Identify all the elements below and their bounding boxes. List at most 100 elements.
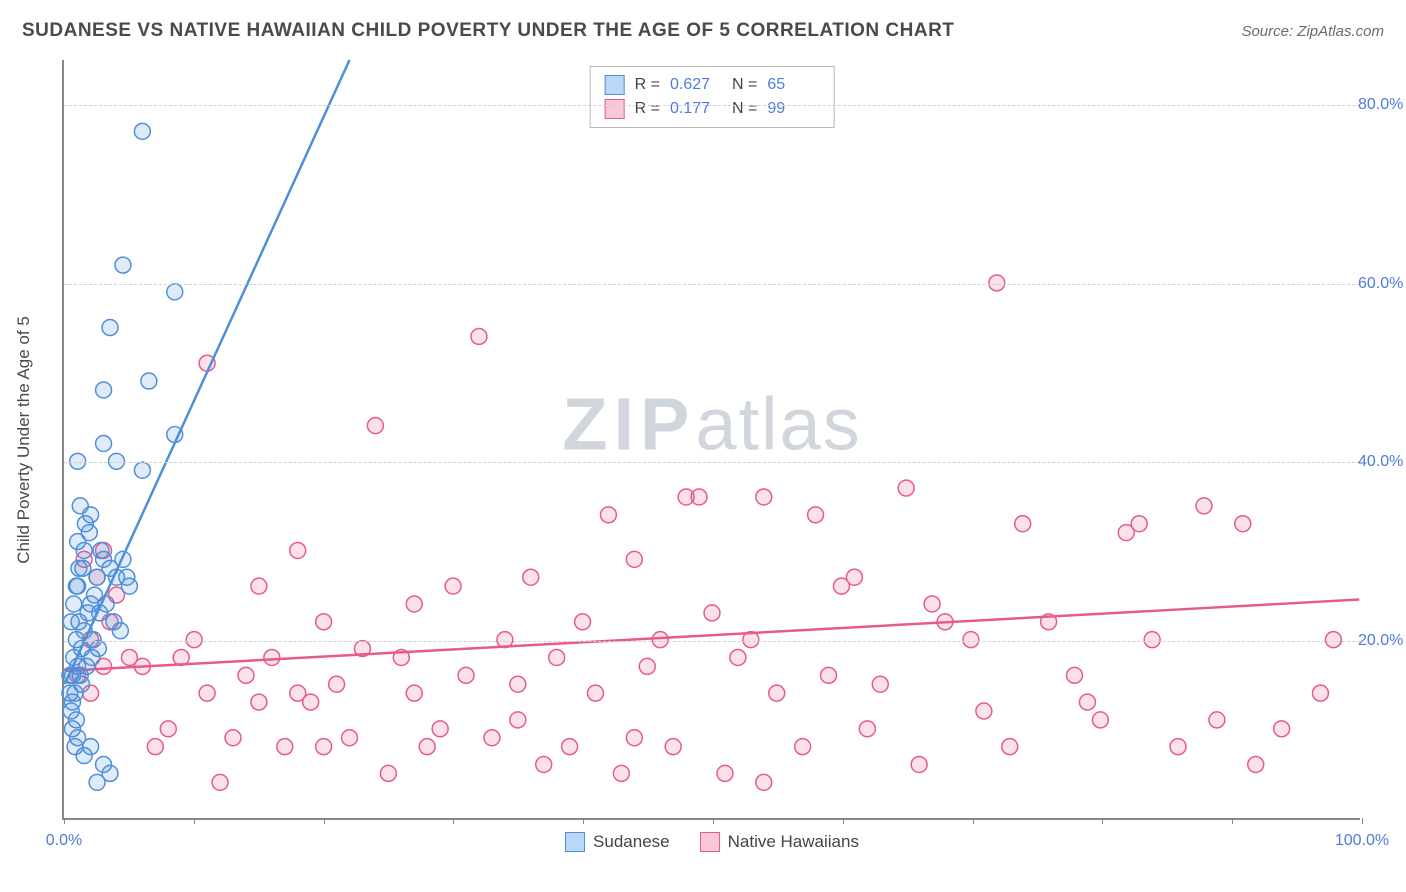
data-point [652,632,668,648]
trend-line [65,60,350,684]
data-point [115,257,131,273]
data-point [134,462,150,478]
data-point [329,676,345,692]
data-point [71,560,87,576]
data-point [251,694,267,710]
data-point [924,596,940,612]
series-legend: SudaneseNative Hawaiians [565,832,859,852]
data-point [1144,632,1160,648]
x-tick-mark [324,818,325,824]
data-point [1131,516,1147,532]
data-point [471,328,487,344]
data-point [225,730,241,746]
data-point [665,739,681,755]
gridline [64,105,1360,106]
data-point [367,418,383,434]
data-point [1067,667,1083,683]
data-point [93,542,109,558]
y-tick-label: 20.0% [1358,632,1406,650]
data-point [147,739,163,755]
x-tick-mark [843,818,844,824]
data-point [1079,694,1095,710]
data-point [119,569,135,585]
data-point [756,774,772,790]
data-point [1170,739,1186,755]
legend-r-value: 0.177 [670,97,722,121]
y-tick-label: 60.0% [1358,275,1406,293]
data-point [212,774,228,790]
data-point [458,667,474,683]
data-point [613,765,629,781]
data-point [510,712,526,728]
legend-swatch [565,832,585,852]
data-point [1092,712,1108,728]
y-axis-label: Child Poverty Under the Age of 5 [14,316,34,564]
data-point [898,480,914,496]
x-tick-mark [973,818,974,824]
data-point [406,596,422,612]
data-point [1235,516,1251,532]
x-tick-mark [1232,818,1233,824]
legend-swatch [605,99,625,119]
data-point [96,382,112,398]
data-point [510,676,526,692]
data-point [976,703,992,719]
x-tick-mark [1102,818,1103,824]
data-point [484,730,500,746]
x-tick-mark [194,818,195,824]
data-point [704,605,720,621]
data-point [600,507,616,523]
chart-area: ZIPatlas R =0.627N =65R =0.177N =99 Suda… [62,60,1360,820]
data-point [911,757,927,773]
data-point [626,551,642,567]
data-point [756,489,772,505]
title-bar: SUDANESE VS NATIVE HAWAIIAN CHILD POVERT… [22,20,1384,42]
data-point [316,739,332,755]
gridline [64,284,1360,285]
data-point [419,739,435,755]
data-point [730,650,746,666]
data-point [588,685,604,701]
data-point [141,373,157,389]
gridline [64,462,1360,463]
data-point [277,739,293,755]
data-point [76,542,92,558]
legend-r-label: R = [635,73,660,97]
data-point [1312,685,1328,701]
series-legend-label: Sudanese [593,832,670,852]
legend-row: R = 0.177 N = 99 [605,97,820,121]
data-point [83,507,99,523]
data-point [691,489,707,505]
data-point [102,765,118,781]
data-point [523,569,539,585]
x-tick-mark [453,818,454,824]
data-point [536,757,552,773]
data-point [626,730,642,746]
data-point [83,739,99,755]
gridline [64,641,1360,642]
data-point [109,453,125,469]
data-point [66,596,82,612]
data-point [68,578,84,594]
legend-n-value: 99 [767,97,819,121]
data-point [639,658,655,674]
data-point [90,641,106,657]
data-point [549,650,565,666]
legend-n-label: N = [732,97,757,121]
data-point [134,123,150,139]
data-point [199,685,215,701]
legend-r-label: R = [635,97,660,121]
legend-r-value: 0.627 [670,73,722,97]
x-tick-mark [583,818,584,824]
data-point [795,739,811,755]
data-point [167,284,183,300]
legend-n-value: 65 [767,73,819,97]
data-point [186,632,202,648]
x-tick-mark [1362,818,1363,824]
x-tick-label: 0.0% [46,832,82,850]
data-point [316,614,332,630]
x-tick-mark [64,818,65,824]
x-tick-label: 100.0% [1335,832,1389,850]
data-point [342,730,358,746]
legend-row: R =0.627N =65 [605,73,820,97]
